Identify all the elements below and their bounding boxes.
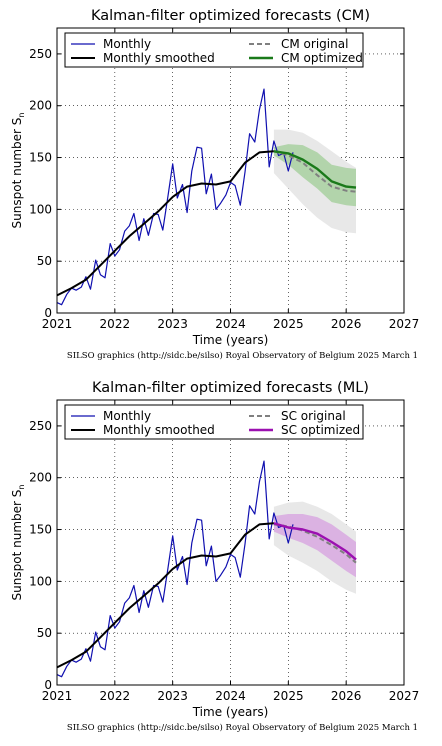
forecast-band-inner	[273, 144, 356, 207]
series-optimized	[273, 150, 357, 189]
x-tick-label: 2021	[42, 689, 73, 703]
x-tick-label: 2023	[157, 317, 188, 331]
x-tick-label: 2024	[215, 317, 246, 331]
legend-box	[64, 32, 364, 68]
series-monthly	[56, 460, 294, 678]
y-tick-label: 250	[29, 47, 52, 61]
y-tick-label: 150	[29, 523, 52, 537]
chart-panel-1: Kalman-filter optimized forecasts (CM) 20…	[10, 8, 419, 361]
x-tick-label: 2027	[389, 689, 420, 703]
chart-title: Kalman-filter optimized forecasts (ML)	[92, 380, 369, 396]
x-tick-label: 2026	[331, 317, 362, 331]
y-axis-label: Sunspot number Sn	[10, 485, 26, 601]
legend-optimized-label: SC optimized	[281, 423, 360, 437]
series-monthly-smoothed	[56, 150, 274, 297]
y-axis-label: Sunspot number Sn	[10, 113, 26, 229]
y-tick-label: 250	[29, 419, 52, 433]
x-tick-label: 2022	[100, 317, 131, 331]
legend-original-label: CM original	[281, 37, 348, 51]
y-tick-label: 0	[44, 306, 52, 320]
chart-panel-2: Kalman-filter optimized forecasts (ML) 20…	[10, 380, 419, 733]
series-optimized	[273, 522, 357, 561]
chart-title: Kalman-filter optimized forecasts (CM)	[91, 8, 370, 24]
legend-optimized-label: CM optimized	[281, 51, 363, 65]
y-tick-label: 0	[44, 678, 52, 692]
legend-box	[64, 404, 364, 440]
x-tick-label: 2023	[157, 689, 188, 703]
x-tick-label: 2027	[389, 317, 420, 331]
x-tick-label: 2024	[215, 689, 246, 703]
series-monthly	[56, 88, 294, 306]
credit-text: SILSO graphics (http://sidc.be/silso) Ro…	[67, 350, 418, 361]
legend-monthly-smoothed-label: Monthly smoothed	[103, 51, 215, 65]
x-tick-label: 2022	[100, 689, 131, 703]
y-tick-label: 50	[37, 254, 52, 268]
series-monthly-smoothed	[56, 522, 274, 669]
x-axis-label: Time (years)	[192, 705, 269, 719]
y-tick-label: 50	[37, 626, 52, 640]
y-tick-label: 100	[29, 202, 52, 216]
credit-text: SILSO graphics (http://sidc.be/silso) Ro…	[67, 722, 418, 733]
y-tick-label: 200	[29, 471, 52, 485]
x-tick-label: 2021	[42, 317, 73, 331]
legend-original-label: SC original	[281, 409, 346, 423]
y-tick-label: 150	[29, 151, 52, 165]
forecast-band-inner	[273, 514, 356, 578]
x-axis-label: Time (years)	[192, 333, 269, 347]
x-tick-label: 2025	[273, 317, 304, 331]
legend-monthly-label: Monthly	[103, 409, 151, 423]
y-tick-label: 100	[29, 574, 52, 588]
legend-monthly-label: Monthly	[103, 37, 151, 51]
x-tick-label: 2026	[331, 689, 362, 703]
series-original	[273, 150, 357, 193]
legend-monthly-smoothed-label: Monthly smoothed	[103, 423, 215, 437]
x-tick-label: 2025	[273, 689, 304, 703]
y-tick-label: 200	[29, 99, 52, 113]
